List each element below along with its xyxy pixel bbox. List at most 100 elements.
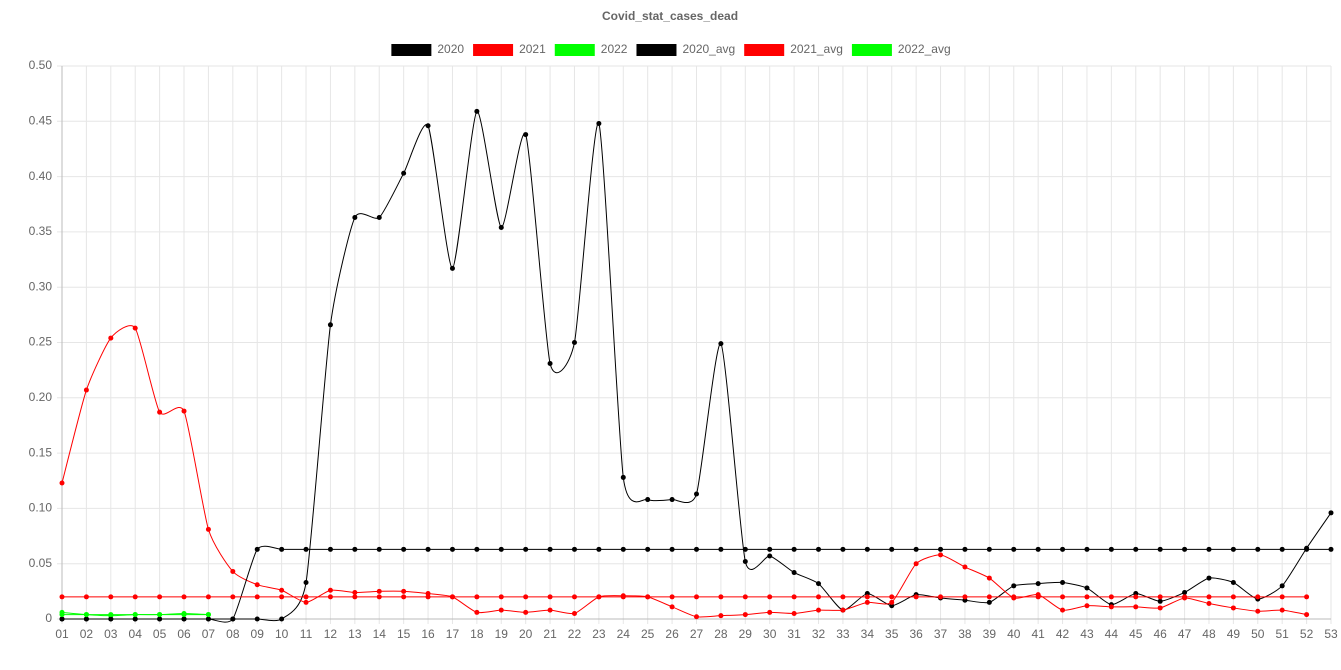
data-point <box>669 546 675 552</box>
data-point <box>694 614 699 620</box>
x-tick-label: 29 <box>739 627 753 641</box>
legend-label: 2020_avg <box>682 42 735 56</box>
data-point <box>840 546 846 552</box>
x-tick-label: 34 <box>861 627 875 641</box>
x-tick-label: 25 <box>641 627 655 641</box>
data-point <box>1255 608 1261 614</box>
data-point <box>620 474 626 480</box>
data-point <box>327 587 333 593</box>
data-point <box>864 599 870 605</box>
data-point <box>132 612 138 618</box>
data-point <box>986 546 992 552</box>
data-point <box>1035 594 1041 600</box>
data-point <box>1279 594 1285 600</box>
x-tick-label: 22 <box>568 627 582 641</box>
x-tick-label: 07 <box>202 627 216 641</box>
x-tick-label: 10 <box>275 627 289 641</box>
y-tick-label: 0.25 <box>29 335 53 349</box>
data-point <box>83 612 89 618</box>
x-tick-label: 32 <box>812 627 826 641</box>
data-point <box>1182 594 1188 600</box>
data-point <box>425 123 431 129</box>
data-point <box>474 594 480 600</box>
data-point <box>1206 601 1212 607</box>
y-tick-label: 0.05 <box>29 556 53 570</box>
x-tick-label: 27 <box>690 627 704 641</box>
y-tick-label: 0.10 <box>29 501 53 515</box>
data-point <box>938 594 944 600</box>
data-point <box>327 322 333 328</box>
x-tick-label: 41 <box>1031 627 1045 641</box>
data-point <box>83 387 89 393</box>
x-tick-label: 49 <box>1227 627 1241 641</box>
data-point <box>986 575 992 581</box>
data-point <box>59 594 65 600</box>
data-point <box>1279 583 1285 589</box>
y-tick-label: 0.20 <box>29 390 53 404</box>
data-point <box>620 594 626 600</box>
data-point <box>669 497 675 503</box>
data-point <box>449 265 455 271</box>
data-point <box>1084 546 1090 552</box>
data-point <box>1230 546 1236 552</box>
data-point <box>962 564 968 570</box>
x-tick-label: 50 <box>1251 627 1265 641</box>
data-point <box>596 546 602 552</box>
data-point <box>205 526 211 532</box>
data-point <box>816 607 822 613</box>
data-point <box>327 594 333 600</box>
x-tick-label: 21 <box>543 627 557 641</box>
data-point <box>352 594 358 600</box>
data-point <box>523 546 529 552</box>
data-point <box>498 546 504 552</box>
data-point <box>230 616 236 622</box>
data-point <box>523 594 529 600</box>
data-point <box>474 609 480 615</box>
data-point <box>547 594 553 600</box>
x-tick-label: 47 <box>1178 627 1192 641</box>
data-point <box>83 594 89 600</box>
x-tick-label: 24 <box>617 627 631 641</box>
data-point <box>1060 594 1066 600</box>
data-point <box>669 604 675 610</box>
data-point <box>157 612 163 618</box>
data-point <box>547 546 553 552</box>
data-point <box>449 594 455 600</box>
data-point <box>181 612 187 618</box>
data-point <box>767 553 773 559</box>
data-point <box>889 594 895 600</box>
data-point <box>913 561 919 567</box>
data-point <box>1133 546 1139 552</box>
data-point <box>401 546 407 552</box>
data-point <box>571 610 577 616</box>
x-tick-label: 26 <box>665 627 679 641</box>
data-point <box>157 594 163 600</box>
data-point <box>1084 603 1090 609</box>
data-point <box>791 570 797 576</box>
data-point <box>718 613 724 619</box>
data-point <box>401 594 407 600</box>
x-tick-label: 33 <box>836 627 850 641</box>
x-tick-label: 52 <box>1300 627 1314 641</box>
data-point <box>230 568 236 574</box>
data-point <box>59 612 65 618</box>
data-point <box>352 215 358 221</box>
data-point <box>83 616 89 622</box>
data-point <box>181 408 187 414</box>
data-point <box>840 594 846 600</box>
data-point <box>962 594 968 600</box>
data-point <box>694 491 699 497</box>
data-point <box>938 552 944 558</box>
x-tick-label: 01 <box>55 627 69 641</box>
x-tick-label: 23 <box>592 627 606 641</box>
data-point <box>694 546 699 552</box>
data-point <box>864 594 870 600</box>
data-point <box>1182 589 1188 595</box>
legend-label: 2022_avg <box>898 42 951 56</box>
x-tick-label: 48 <box>1202 627 1216 641</box>
data-point <box>571 546 577 552</box>
data-point <box>1206 575 1212 581</box>
x-tick-label: 42 <box>1056 627 1070 641</box>
data-point <box>1157 546 1163 552</box>
